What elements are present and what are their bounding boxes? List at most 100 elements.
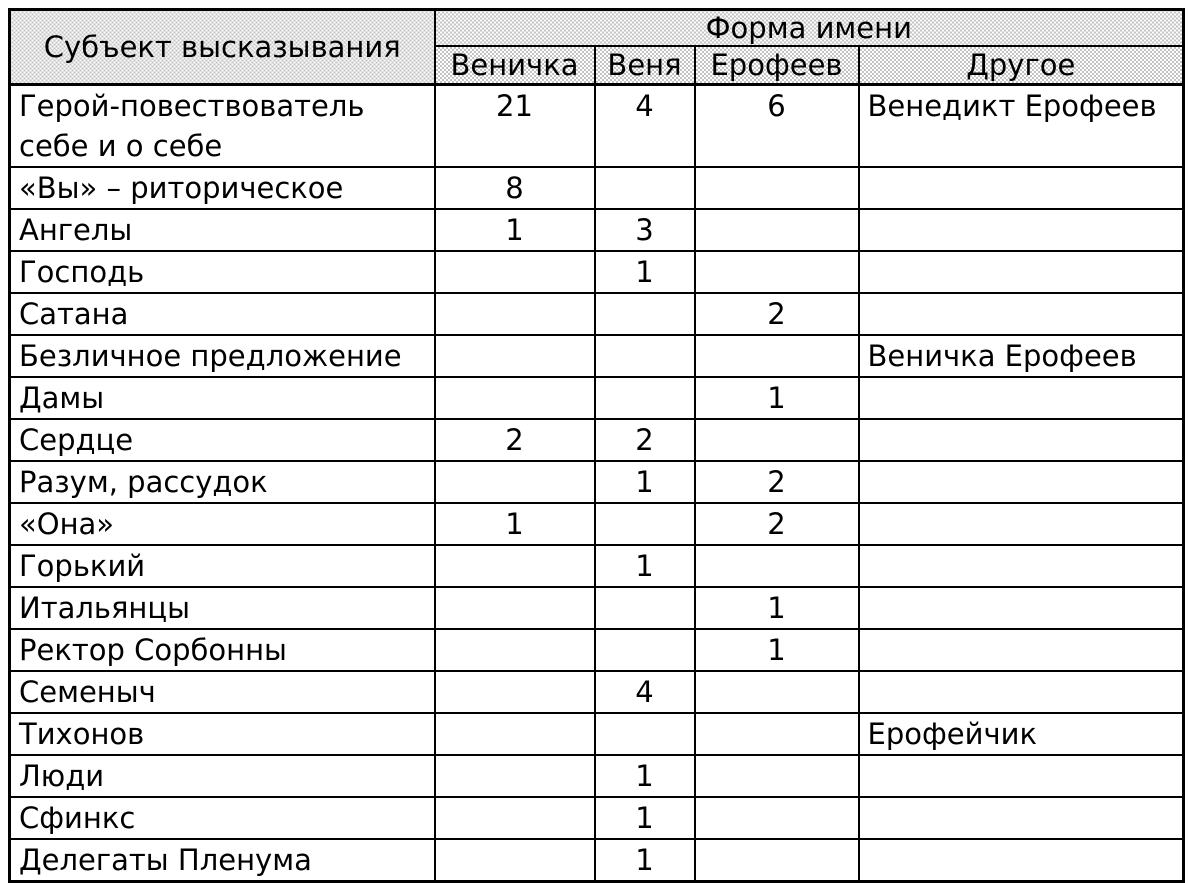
table-row: Разум, рассудок 1 2 (8, 460, 1185, 504)
subject-cell: Дамы (8, 376, 436, 420)
count-cell: 1 (693, 628, 860, 672)
count-cell (693, 796, 860, 840)
count-cell (693, 712, 860, 756)
other-form-cell (857, 250, 1185, 294)
other-form-cell (857, 460, 1185, 504)
other-form-cell (857, 544, 1185, 588)
count-cell: 2 (433, 418, 596, 462)
count-cell (593, 628, 696, 672)
subject-cell: Сатана (8, 292, 436, 336)
subject-cell: Безличное предложение (8, 334, 436, 378)
count-cell: 2 (693, 502, 860, 546)
count-cell (593, 586, 696, 630)
table-row: Ангелы 1 3 (8, 208, 1185, 252)
count-cell (693, 418, 860, 462)
other-form-cell (857, 418, 1185, 462)
column-header-erofeev: Ерофеев (693, 45, 860, 86)
count-cell (433, 670, 596, 714)
count-cell (433, 586, 596, 630)
count-cell: 1 (593, 838, 696, 883)
subject-cell: Делегаты Пленума (8, 838, 436, 883)
subject-cell: «Она» (8, 502, 436, 546)
table-row: Герой-повествователь себе и о себе 21 4 6 Ве… (8, 83, 1185, 168)
count-cell: 1 (593, 460, 696, 504)
table-row: Тихонов Ерофейчик (8, 712, 1185, 756)
count-cell: 2 (593, 418, 696, 462)
count-cell (693, 166, 860, 210)
count-cell (593, 502, 696, 546)
count-cell (433, 544, 596, 588)
table-row: «Вы» – риторическое 8 (8, 166, 1185, 210)
count-cell: 21 (433, 83, 596, 168)
subject-cell: Ангелы (8, 208, 436, 252)
count-cell: 1 (593, 250, 696, 294)
table-row: Делегаты Пленума 1 (8, 838, 1185, 883)
subject-cell: Семеныч (8, 670, 436, 714)
other-form-cell (857, 670, 1185, 714)
subject-cell: Сердце (8, 418, 436, 462)
table-row: Сфинкс 1 (8, 796, 1185, 840)
subject-cell: Господь (8, 250, 436, 294)
subject-cell: Герой-повествователь себе и о себе (8, 83, 436, 168)
count-cell (693, 334, 860, 378)
header-columns-row: Веничка Веня Ерофеев Другое (10, 45, 1185, 86)
count-cell: 1 (593, 796, 696, 840)
other-form-cell (857, 208, 1185, 252)
subject-cell: Тихонов (8, 712, 436, 756)
column-header-subject: Субъект высказывания (8, 8, 436, 86)
count-cell: 1 (693, 376, 860, 420)
other-form-cell (857, 502, 1185, 546)
subject-cell: Ректор Сорбонны (8, 628, 436, 672)
count-cell: 1 (693, 586, 860, 630)
table-header: Субъект высказывания Форма имени Веничка… (8, 8, 1185, 86)
header-group-row: Субъект высказывания Форма имени (8, 8, 1185, 86)
column-header-venichka: Веничка (433, 45, 596, 86)
column-header-other: Другое (857, 45, 1185, 86)
table-row: Горький 1 (8, 544, 1185, 588)
table-row: Господь 1 (8, 250, 1185, 294)
other-form-cell: Веничка Ерофеев (857, 334, 1185, 378)
subject-cell: Горький (8, 544, 436, 588)
table-row: «Она» 1 2 (8, 502, 1185, 546)
other-form-cell (857, 166, 1185, 210)
table-row: Люди 1 (8, 754, 1185, 798)
count-cell (593, 376, 696, 420)
subject-cell: «Вы» – риторическое (8, 166, 436, 210)
table-row: Дамы 1 (8, 376, 1185, 420)
count-cell: 2 (693, 460, 860, 504)
other-form-cell: Ерофейчик (857, 712, 1185, 756)
count-cell: 1 (433, 208, 596, 252)
count-cell (433, 754, 596, 798)
count-cell (433, 838, 596, 883)
count-cell (693, 250, 860, 294)
table-row: Сердце 2 2 (8, 418, 1185, 462)
count-cell (433, 460, 596, 504)
subject-cell: Люди (8, 754, 436, 798)
column-header-venya: Веня (593, 45, 696, 86)
other-form-cell (857, 628, 1185, 672)
table-row: Итальянцы 1 (8, 586, 1185, 630)
table-row: Безличное предложение Веничка Ерофеев (8, 334, 1185, 378)
count-cell (433, 376, 596, 420)
count-cell: 1 (593, 754, 696, 798)
table-row: Семеныч 4 (8, 670, 1185, 714)
count-cell (593, 292, 696, 336)
count-cell (693, 754, 860, 798)
count-cell: 8 (433, 166, 596, 210)
name-forms-table: Субъект высказывания Форма имени Веничка… (8, 8, 1186, 883)
count-cell: 1 (593, 544, 696, 588)
table-row: Ректор Сорбонны 1 (8, 628, 1185, 672)
count-cell: 2 (693, 292, 860, 336)
table-body: Герой-повествователь себе и о себе 21 4 6 Ве… (8, 83, 1185, 883)
subject-cell: Сфинкс (8, 796, 436, 840)
count-cell (593, 712, 696, 756)
count-cell: 4 (593, 670, 696, 714)
count-cell (693, 544, 860, 588)
count-cell: 3 (593, 208, 696, 252)
count-cell (433, 250, 596, 294)
count-cell (593, 166, 696, 210)
count-cell (433, 628, 596, 672)
count-cell (593, 334, 696, 378)
column-group-header-name-form: Форма имени (433, 8, 1185, 47)
count-cell (693, 670, 860, 714)
